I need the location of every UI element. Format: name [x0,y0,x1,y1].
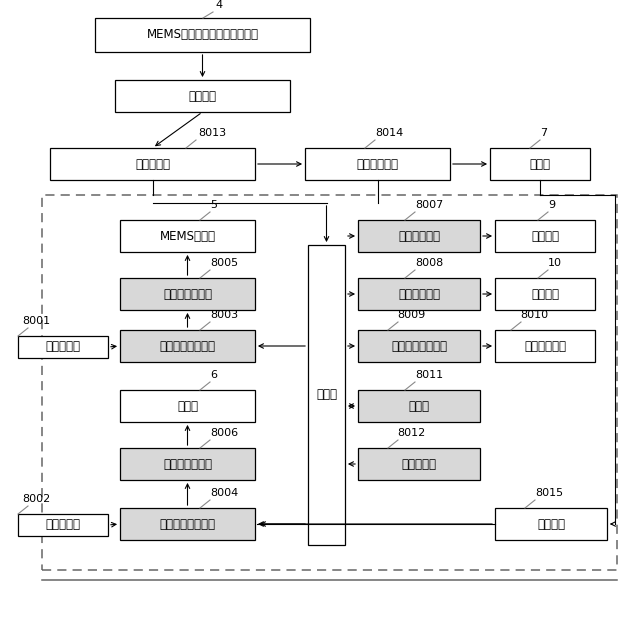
Text: MEMS气液泵: MEMS气液泵 [159,229,216,242]
Text: 第一温度控制芯片: 第一温度控制芯片 [159,340,216,353]
Bar [308,245,345,545]
Text: 8015: 8015 [535,488,563,498]
Text: 左侧风扇: 左侧风扇 [531,229,559,242]
Text: 8005: 8005 [210,258,238,268]
Text: 数码管显示屏: 数码管显示屏 [524,340,566,353]
Text: 8004: 8004 [210,488,238,498]
Text: 8002: 8002 [22,494,50,504]
Text: 8008: 8008 [415,258,443,268]
Text: 液晶显示控制芯片: 液晶显示控制芯片 [391,340,447,353]
Bar [495,278,595,310]
Bar [120,448,255,480]
Bar [495,508,607,540]
Text: 8011: 8011 [415,370,443,380]
Text: 8009: 8009 [397,310,425,320]
Text: 6: 6 [210,370,217,380]
Text: 升降压芯片: 升降压芯片 [135,158,170,171]
Text: 4: 4 [215,0,222,10]
Text: 锂电池: 锂电池 [529,158,551,171]
Bar [495,220,595,252]
Text: 气液泵驱动电路: 气液泵驱动电路 [163,288,212,301]
Text: 双向阀: 双向阀 [177,399,198,413]
Text: 5: 5 [210,200,217,210]
Bar [495,330,595,362]
Bar [18,514,108,536]
Bar [120,220,255,252]
Text: 8014: 8014 [375,128,403,138]
Bar [50,148,255,180]
Text: 电源管理芯片: 电源管理芯片 [357,158,399,171]
Text: 双向阀驱动电路: 双向阀驱动电路 [163,458,212,470]
Text: 整流电路: 整流电路 [189,90,216,103]
Bar [358,330,480,362]
Text: 8010: 8010 [520,310,548,320]
Text: 右侧风扇: 右侧风扇 [531,288,559,301]
Text: MEMS微型质子交换膜燃料电池: MEMS微型质子交换膜燃料电池 [147,28,258,42]
Bar [305,148,450,180]
Text: 9: 9 [548,200,555,210]
Bar [358,390,480,422]
Bar [42,195,617,570]
Bar [120,390,255,422]
Text: 存储器: 存储器 [409,399,429,413]
Text: 第二热电偶: 第二热电偶 [46,519,80,531]
Bar [115,80,290,112]
Bar [120,330,255,362]
Text: 8007: 8007 [415,200,443,210]
Text: 控制面板: 控制面板 [537,517,565,531]
Bar [120,508,255,540]
Bar [358,278,480,310]
Text: 液位传感器: 液位传感器 [401,458,436,470]
Text: 10: 10 [548,258,562,268]
Text: 7: 7 [540,128,547,138]
Text: 风扇驱动电路: 风扇驱动电路 [398,288,440,301]
Text: 8006: 8006 [210,428,238,438]
Text: 风扇驱动电路: 风扇驱动电路 [398,229,440,242]
Text: 8012: 8012 [397,428,425,438]
Bar [490,148,590,180]
Bar [358,448,480,480]
Text: 8013: 8013 [198,128,226,138]
Text: 第二温度控制芯片: 第二温度控制芯片 [159,517,216,531]
Text: 第一热电偶: 第一热电偶 [46,340,80,353]
Text: 8001: 8001 [22,316,50,326]
Text: 8003: 8003 [210,310,238,320]
Bar [95,18,310,52]
Text: 处理器: 处理器 [316,388,337,401]
Bar [120,278,255,310]
Bar [18,336,108,358]
Bar [358,220,480,252]
